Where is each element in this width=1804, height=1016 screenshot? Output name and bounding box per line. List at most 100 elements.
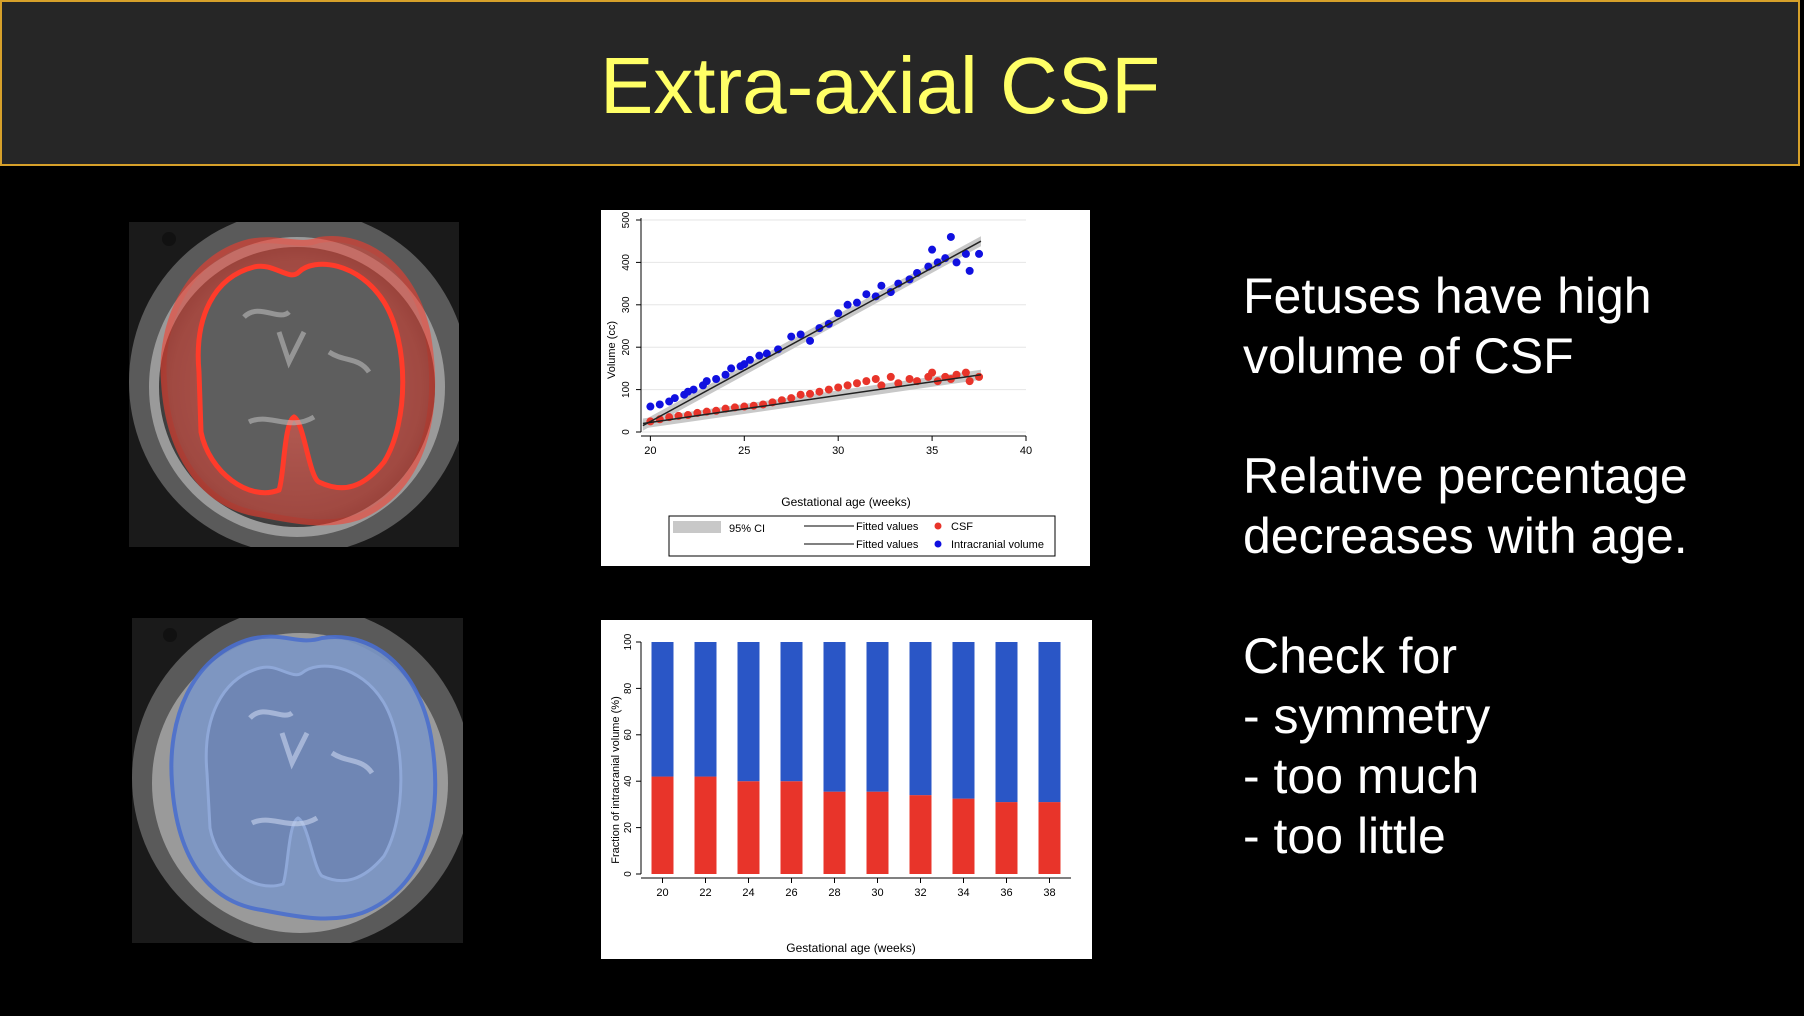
- x-tick-label: 22: [699, 887, 711, 899]
- slide-title: Extra-axial CSF: [599, 41, 1161, 130]
- x-tick-label: 32: [914, 887, 926, 899]
- x-tick-label: 24: [742, 887, 754, 899]
- y-tick-label: 20: [623, 822, 634, 834]
- x-tick-label: 30: [832, 445, 844, 457]
- csf-point: [961, 368, 970, 377]
- x-tick-label: 28: [828, 887, 840, 899]
- intracranial-bar-segment: [1038, 642, 1061, 803]
- intracranial-point: [834, 309, 843, 318]
- intracranial-point: [655, 400, 664, 409]
- csf-point: [965, 377, 974, 386]
- y-tick-label: 100: [623, 633, 634, 650]
- csf-bar-segment: [952, 798, 975, 874]
- legend-fit2-label: Fitted values: [856, 539, 919, 551]
- intracranial-point: [952, 258, 961, 267]
- y-tick-label: 60: [623, 729, 634, 741]
- csf-point: [796, 390, 805, 399]
- intracranial-point: [740, 360, 749, 369]
- intracranial-point: [646, 402, 655, 411]
- csf-point: [975, 372, 984, 381]
- intracranial-point: [755, 351, 764, 360]
- intracranial-point: [862, 290, 871, 299]
- intracranial-bar-segment: [694, 642, 717, 777]
- intracranial-point: [721, 370, 730, 379]
- y-tick-label: 0: [621, 429, 632, 435]
- scatter-legend: 95% CI Fitted values CSF Fitted values I…: [668, 515, 1056, 557]
- fitted-line: [642, 240, 982, 427]
- intracranial-bar-segment: [866, 642, 889, 792]
- intracranial-point: [712, 375, 721, 383]
- fitted-line: [642, 374, 982, 425]
- x-tick-label: 20: [656, 887, 668, 899]
- csf-point: [787, 394, 796, 403]
- intracranial-point: [806, 336, 815, 345]
- y-tick-label: 0: [623, 871, 634, 877]
- intracranial-bar-segment: [651, 642, 674, 777]
- bullet-line: - too much: [1243, 748, 1480, 804]
- bullet-check-for-list: Check for - symmetry - too much - too li…: [1243, 626, 1490, 866]
- intracranial-bar-segment: [952, 642, 975, 799]
- intracranial-bar-segment: [995, 642, 1018, 803]
- csf-point: [894, 379, 903, 388]
- csf-bar-segment: [694, 776, 717, 874]
- legend-ci-swatch: [673, 521, 721, 533]
- csf-point: [886, 372, 895, 381]
- csf-point: [834, 383, 843, 392]
- csf-point: [928, 368, 937, 377]
- fraction-stacked-bar-chart: 0 20 40 60 80 100 20 22 24 26 28 30 32 34 36 38 Gestati…: [601, 620, 1092, 959]
- bullet-line: - symmetry: [1243, 688, 1491, 744]
- x-tick-label: 25: [738, 445, 750, 457]
- legend-ci-label: 95% CI: [729, 523, 765, 535]
- csf-point: [905, 375, 914, 383]
- bullet-line: Fetuses have high: [1243, 268, 1652, 324]
- csf-bar-segment: [1038, 802, 1061, 874]
- csf-point: [862, 377, 871, 386]
- intracranial-point: [762, 349, 771, 358]
- intracranial-point: [727, 364, 736, 373]
- intracranial-point: [702, 377, 711, 386]
- intracranial-bar-segment: [737, 642, 760, 782]
- title-banner: Extra-axial CSF: [0, 0, 1800, 166]
- csf-point: [777, 396, 786, 405]
- legend-csf-marker: [934, 522, 942, 530]
- y-tick-label: 500: [621, 211, 632, 228]
- intracranial-point: [745, 355, 754, 364]
- x-tick-label: 35: [926, 445, 938, 457]
- x-tick-label: 26: [785, 887, 797, 899]
- volume-scatter-chart: 0 100 200 300 400 500 20 25 30 35 40 Gestational a…: [601, 210, 1090, 566]
- mri-intracranial-segmentation-image: [132, 618, 463, 943]
- bar-xlabel: Gestational age (weeks): [786, 941, 915, 955]
- intracranial-point: [961, 249, 970, 258]
- y-tick-label: 200: [621, 338, 632, 355]
- intracranial-point: [796, 330, 805, 339]
- bullet-line: Relative percentage: [1243, 448, 1688, 504]
- csf-bar-segment: [823, 791, 846, 874]
- x-tick-label: 38: [1043, 887, 1055, 899]
- csf-bar-segment: [866, 791, 889, 874]
- y-tick-label: 80: [623, 682, 634, 694]
- intracranial-bar-segment: [909, 642, 932, 796]
- bullet-high-csf-volume: Fetuses have high volume of CSF: [1243, 266, 1652, 386]
- y-tick-label: 100: [621, 381, 632, 398]
- intracranial-point: [689, 385, 698, 394]
- scatter-xlabel: Gestational age (weeks): [781, 495, 910, 509]
- intracranial-point: [965, 266, 974, 275]
- intracranial-point: [670, 394, 679, 403]
- intracranial-point: [946, 232, 955, 241]
- bullet-line: Check for: [1243, 628, 1457, 684]
- legend-csf-label: CSF: [951, 521, 973, 533]
- csf-point: [815, 387, 824, 396]
- bullet-relative-percentage: Relative percentage decreases with age.: [1243, 446, 1688, 566]
- scatter-ylabel: Volume (cc): [606, 321, 618, 379]
- csf-point: [952, 370, 961, 379]
- legend-icv-marker: [934, 540, 942, 548]
- csf-point: [824, 385, 833, 394]
- x-tick-label: 40: [1020, 445, 1032, 457]
- csf-bar-segment: [909, 795, 932, 874]
- mri-csf-segmentation-image: [129, 222, 459, 547]
- csf-point: [877, 381, 886, 390]
- intracranial-point: [852, 298, 861, 307]
- intracranial-point: [787, 332, 796, 341]
- scatter-plot-area: [641, 215, 1081, 481]
- x-tick-label: 34: [957, 887, 969, 899]
